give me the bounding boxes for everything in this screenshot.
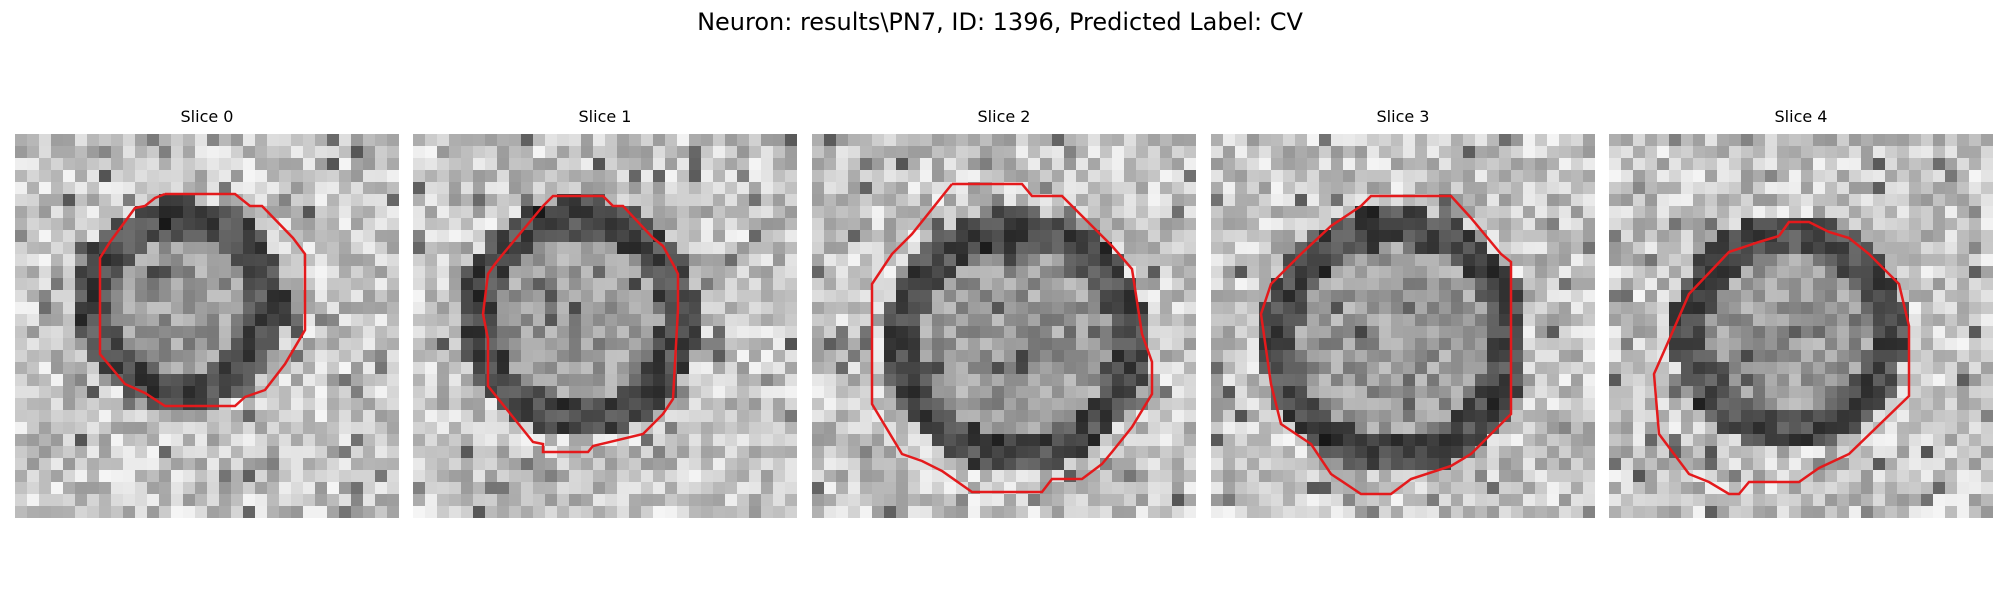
segmentation-contour — [481, 194, 680, 454]
em-texture — [812, 134, 1196, 518]
slice-image — [1609, 134, 1993, 518]
segmentation-contour — [1652, 220, 1911, 496]
slice-title: Slice 1 — [578, 107, 632, 126]
slice-title: Slice 0 — [180, 107, 234, 126]
segmentation-contour — [98, 192, 307, 408]
figure-title: Neuron: results\PN7, ID: 1396, Predicted… — [697, 8, 1303, 36]
slice-title: Slice 2 — [977, 107, 1031, 126]
slice-image — [812, 134, 1196, 518]
slice-title: Slice 3 — [1376, 107, 1430, 126]
segmentation-contour — [870, 182, 1154, 494]
slice-image — [1211, 134, 1595, 518]
segmentation-contour — [1259, 194, 1513, 496]
em-texture — [15, 134, 399, 518]
slice-title: Slice 4 — [1774, 107, 1828, 126]
slice-image — [15, 134, 399, 518]
slice-image — [413, 134, 797, 518]
em-texture — [1211, 134, 1595, 518]
